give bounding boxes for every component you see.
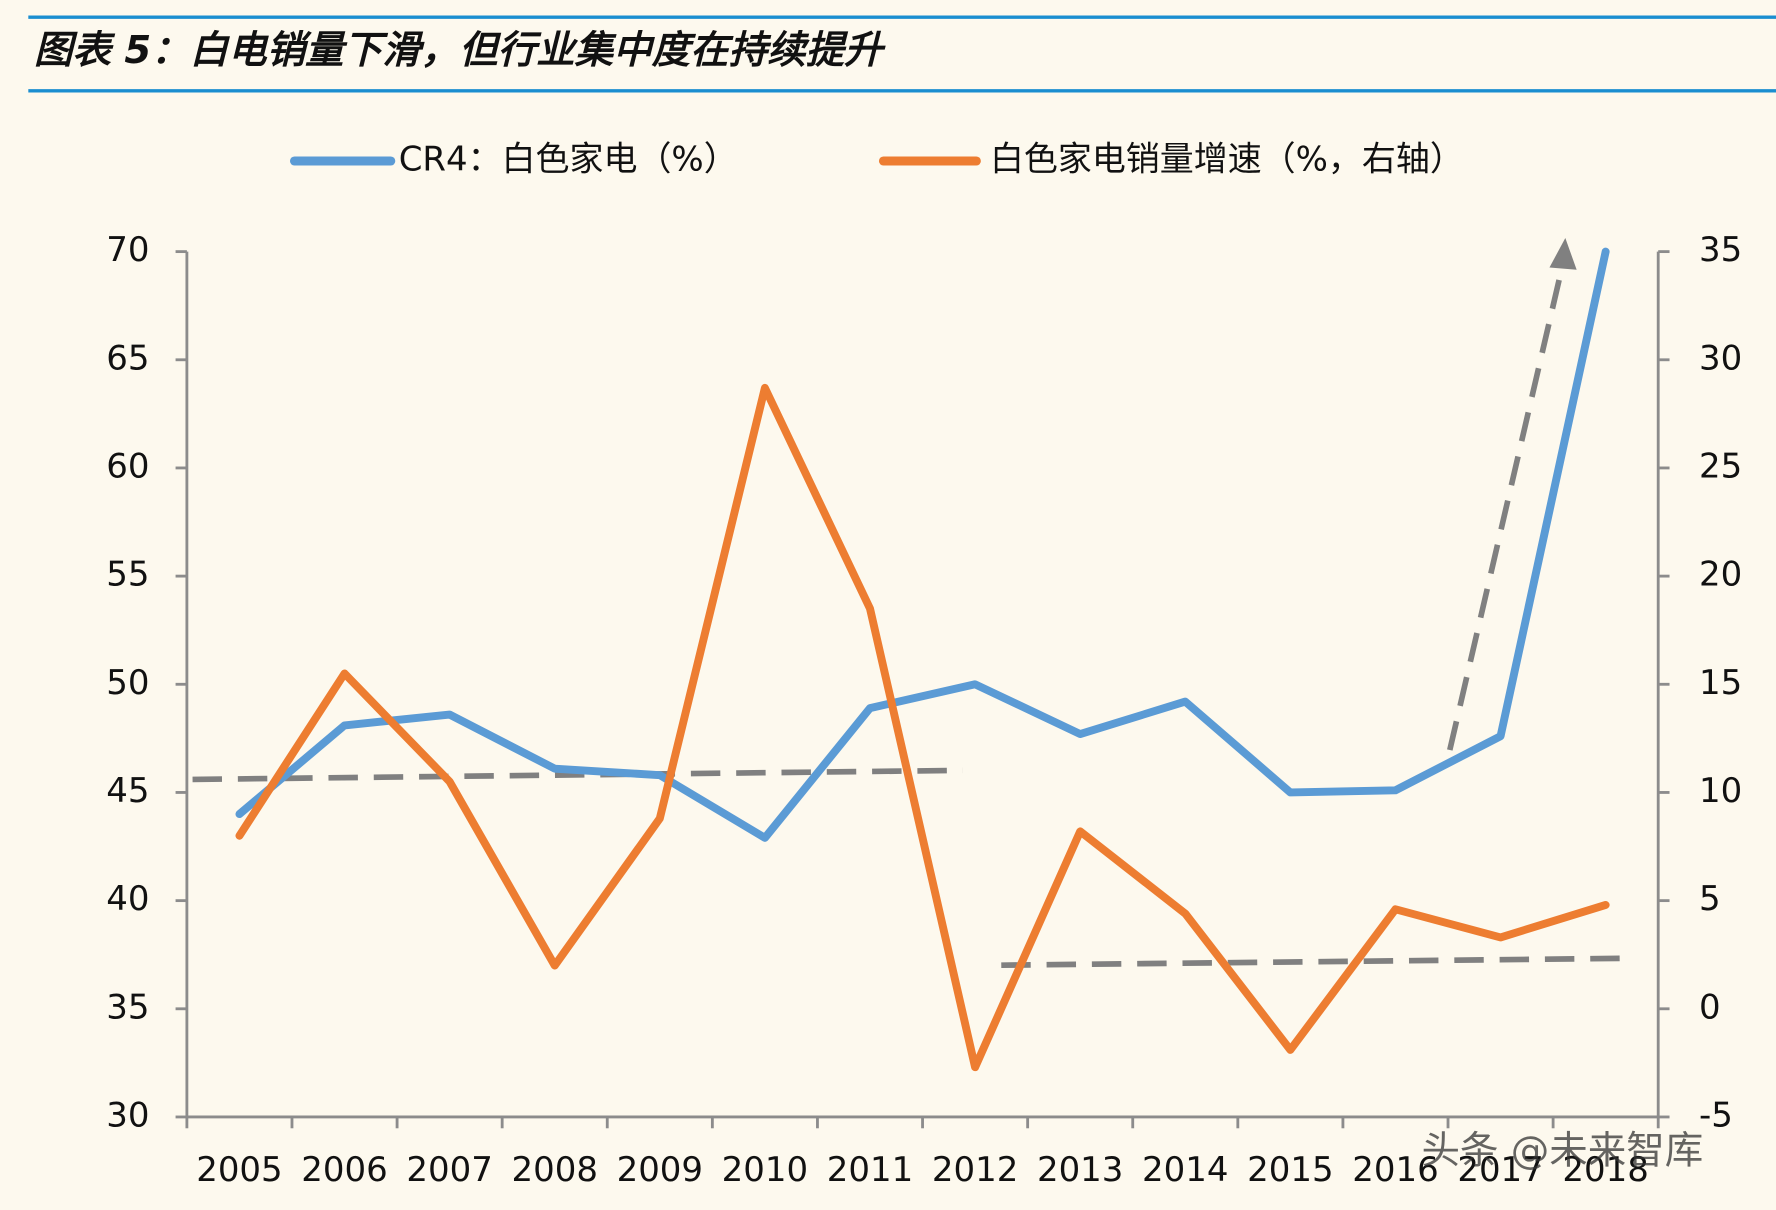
x-tick-label: 2009 <box>617 1150 703 1190</box>
y-tick-label: 65 <box>106 338 149 378</box>
trend-dash <box>1001 955 1620 969</box>
x-tick-label: 2014 <box>1142 1150 1228 1190</box>
x-tick-label: 2012 <box>932 1150 1018 1190</box>
x-tick-label: 2006 <box>301 1150 387 1190</box>
x-tick-label: 2005 <box>196 1150 282 1190</box>
x-tick-label: 2016 <box>1352 1150 1438 1190</box>
y2-tick-label: 30 <box>1699 338 1742 378</box>
y-tick-label: 35 <box>106 987 149 1027</box>
x-tick-label: 2011 <box>827 1150 913 1190</box>
y2-tick-label: 5 <box>1699 879 1721 919</box>
y2-tick-label: -5 <box>1699 1095 1733 1135</box>
y2-tick-label: 35 <box>1699 230 1742 270</box>
y-tick-label: 40 <box>106 879 149 919</box>
y-tick-label: 60 <box>106 446 149 486</box>
x-tick-label: 2010 <box>722 1150 808 1190</box>
x-tick-label: 2018 <box>1562 1150 1648 1190</box>
y-tick-label: 45 <box>106 771 149 811</box>
line-series <box>235 247 1610 842</box>
x-tick-label: 2007 <box>406 1150 492 1190</box>
y2-tick-label: 20 <box>1699 555 1742 595</box>
watermark: 头条 @未来智库 <box>1421 1129 1703 1174</box>
y2-tick-label: 0 <box>1699 987 1721 1027</box>
y-tick-label: 55 <box>106 555 149 595</box>
trend-arrow <box>1447 262 1566 751</box>
trend-dash <box>192 767 963 783</box>
legend-label: 白色家电销量增速（%，右轴） <box>990 140 1464 180</box>
legend-label: CR4：白色家电（%） <box>399 140 738 180</box>
y-tick-label: 70 <box>106 230 149 270</box>
y2-tick-label: 15 <box>1699 663 1742 703</box>
y-tick-label: 30 <box>106 1095 149 1135</box>
plot: 30 35 40 45 50 55 60 65 70 -5 0 5 10 15 20 25 30 35 2005 20… <box>106 230 1742 1190</box>
chart-title: 图表 5：白电销量下滑，但行业集中度在持续提升 <box>34 28 886 73</box>
line-series <box>235 383 1610 1072</box>
y-tick-label: 50 <box>106 663 149 703</box>
y2-tick-label: 25 <box>1699 446 1742 486</box>
x-tick-label: 2008 <box>511 1150 597 1190</box>
y2-tick-label: 10 <box>1699 771 1742 811</box>
arrow-head <box>1549 238 1577 270</box>
x-tick-label: 2013 <box>1037 1150 1123 1190</box>
x-tick-label: 2017 <box>1457 1150 1543 1190</box>
x-tick-label: 2015 <box>1247 1150 1333 1190</box>
